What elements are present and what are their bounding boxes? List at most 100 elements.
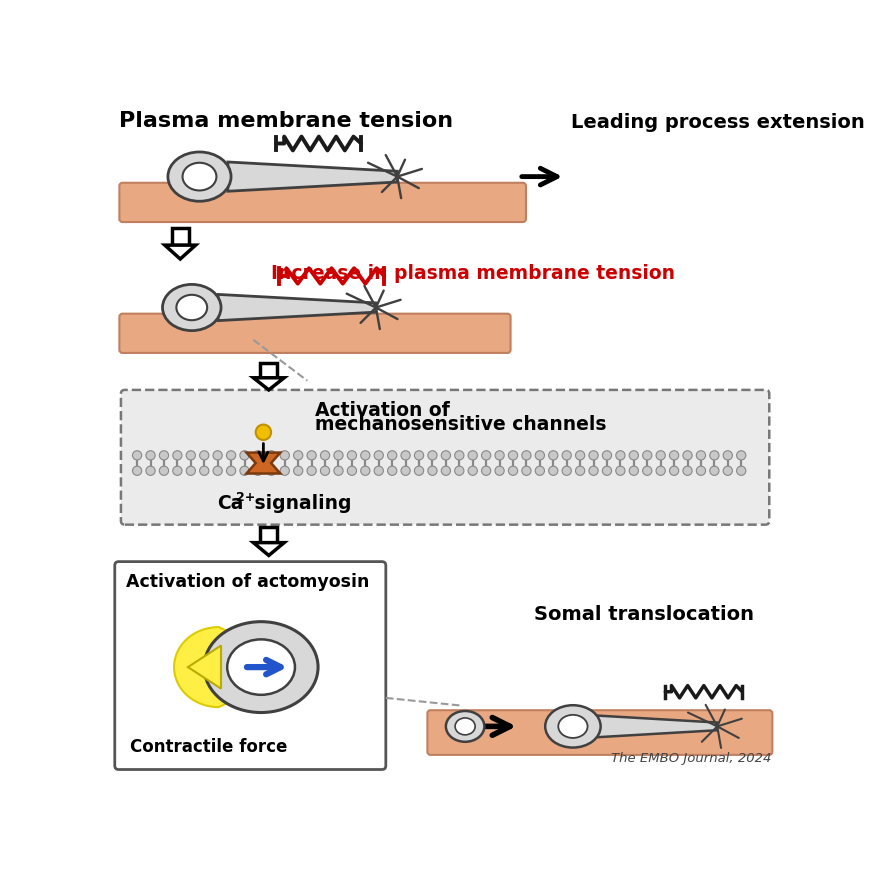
- Circle shape: [441, 451, 450, 460]
- Ellipse shape: [558, 715, 587, 738]
- Circle shape: [374, 466, 383, 475]
- Circle shape: [695, 466, 705, 475]
- Circle shape: [307, 466, 316, 475]
- Polygon shape: [260, 363, 277, 378]
- Circle shape: [561, 466, 571, 475]
- Circle shape: [494, 466, 504, 475]
- Circle shape: [293, 451, 302, 460]
- Circle shape: [173, 451, 182, 460]
- Circle shape: [695, 451, 705, 460]
- Polygon shape: [188, 646, 221, 689]
- Polygon shape: [174, 627, 253, 707]
- Circle shape: [615, 451, 624, 460]
- Text: mechanosensitive channels: mechanosensitive channels: [315, 416, 606, 434]
- Circle shape: [709, 451, 718, 460]
- Circle shape: [655, 451, 665, 460]
- Circle shape: [709, 466, 718, 475]
- Circle shape: [736, 466, 745, 475]
- Circle shape: [548, 466, 557, 475]
- Circle shape: [199, 451, 209, 460]
- Circle shape: [334, 466, 342, 475]
- Circle shape: [588, 466, 598, 475]
- Ellipse shape: [176, 295, 207, 320]
- Circle shape: [387, 451, 396, 460]
- Circle shape: [213, 451, 222, 460]
- Text: The EMBO Journal, 2024: The EMBO Journal, 2024: [611, 752, 771, 765]
- Circle shape: [186, 451, 196, 460]
- FancyBboxPatch shape: [119, 183, 526, 222]
- Circle shape: [361, 451, 369, 460]
- Circle shape: [628, 466, 638, 475]
- Text: Leading process extension: Leading process extension: [571, 113, 864, 132]
- Circle shape: [146, 451, 155, 460]
- Circle shape: [722, 466, 732, 475]
- Circle shape: [374, 451, 383, 460]
- Circle shape: [334, 451, 342, 460]
- Circle shape: [722, 451, 732, 460]
- Circle shape: [441, 466, 450, 475]
- Circle shape: [454, 451, 463, 460]
- Circle shape: [401, 451, 410, 460]
- Circle shape: [642, 466, 651, 475]
- Circle shape: [669, 451, 678, 460]
- Circle shape: [347, 466, 356, 475]
- Circle shape: [293, 466, 302, 475]
- Circle shape: [655, 466, 665, 475]
- Circle shape: [615, 466, 624, 475]
- Circle shape: [361, 466, 369, 475]
- Circle shape: [186, 466, 196, 475]
- Circle shape: [642, 451, 651, 460]
- FancyBboxPatch shape: [115, 562, 385, 769]
- Circle shape: [173, 466, 182, 475]
- Ellipse shape: [163, 284, 221, 331]
- Circle shape: [561, 451, 571, 460]
- Circle shape: [414, 466, 423, 475]
- FancyBboxPatch shape: [119, 313, 510, 353]
- FancyBboxPatch shape: [427, 710, 772, 755]
- Ellipse shape: [182, 163, 216, 191]
- Circle shape: [401, 466, 410, 475]
- Circle shape: [320, 466, 329, 475]
- Circle shape: [240, 466, 249, 475]
- Circle shape: [159, 451, 169, 460]
- Ellipse shape: [445, 711, 484, 742]
- Polygon shape: [260, 527, 277, 542]
- Circle shape: [199, 466, 209, 475]
- Circle shape: [736, 451, 745, 460]
- Text: Plasma membrane tension: Plasma membrane tension: [118, 111, 452, 131]
- Text: signaling: signaling: [248, 493, 351, 513]
- Circle shape: [574, 466, 584, 475]
- Circle shape: [307, 451, 316, 460]
- Circle shape: [132, 466, 142, 475]
- Circle shape: [601, 466, 611, 475]
- Ellipse shape: [454, 718, 474, 735]
- Ellipse shape: [168, 152, 231, 201]
- Circle shape: [481, 451, 490, 460]
- Circle shape: [507, 451, 517, 460]
- Circle shape: [601, 451, 611, 460]
- Polygon shape: [218, 294, 375, 320]
- Circle shape: [534, 466, 544, 475]
- Ellipse shape: [545, 705, 600, 747]
- Circle shape: [428, 466, 436, 475]
- Circle shape: [253, 466, 262, 475]
- Circle shape: [534, 451, 544, 460]
- FancyBboxPatch shape: [121, 390, 768, 525]
- Ellipse shape: [227, 640, 295, 695]
- Circle shape: [428, 451, 436, 460]
- Polygon shape: [171, 228, 189, 245]
- Polygon shape: [164, 245, 196, 259]
- Circle shape: [521, 451, 530, 460]
- Circle shape: [159, 466, 169, 475]
- Circle shape: [253, 451, 262, 460]
- Circle shape: [468, 466, 477, 475]
- Text: Activation of: Activation of: [315, 402, 449, 421]
- Circle shape: [521, 466, 530, 475]
- Circle shape: [494, 451, 504, 460]
- Circle shape: [481, 466, 490, 475]
- Circle shape: [280, 466, 289, 475]
- Circle shape: [267, 466, 275, 475]
- Circle shape: [267, 451, 275, 460]
- Circle shape: [132, 451, 142, 460]
- Text: Ca: Ca: [217, 493, 243, 513]
